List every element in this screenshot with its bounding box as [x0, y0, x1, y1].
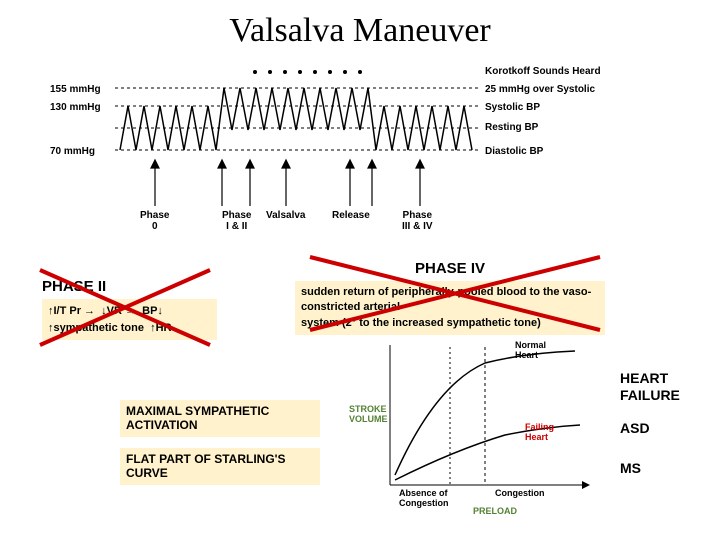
phase2-line2: ↑sympathetic tone ↑HR [48, 322, 171, 334]
phase-label-34: PhaseIII & IV [402, 210, 433, 232]
bp-waveform-chart: 155 mmHg 130 mmHg 70 mmHg Korotkoff Soun… [50, 58, 610, 258]
phase4-title: PHASE IV [415, 260, 615, 277]
right-label-25over: 25 mmHg over Systolic [485, 84, 595, 95]
diag-hf: HEART FAILURE [620, 370, 700, 404]
starling-failing-label: FailingHeart [525, 423, 554, 443]
starling-xright: Congestion [495, 489, 545, 499]
right-label-systolic: Systolic BP [485, 102, 540, 113]
phase-label-12: PhaseI & II [222, 210, 251, 232]
phase-label-valsalva: Valsalva [266, 210, 305, 221]
phase2-title: PHASE II [42, 278, 242, 295]
right-label-resting: Resting BP [485, 122, 538, 133]
diag-asd: ASD [620, 420, 650, 437]
phase4-block: PHASE IV sudden return of peripherally-p… [295, 260, 615, 335]
phase4-box: sudden return of peripherally-pooled blo… [295, 281, 605, 335]
y-label-155: 155 mmHg [50, 84, 101, 95]
y-label-70: 70 mmHg [50, 146, 95, 157]
right-label-diastolic: Diastolic BP [485, 146, 543, 157]
starling-normal-label: NormalHeart [515, 341, 546, 361]
max-sympathetic-box: MAXIMAL SYMPATHETIC ACTIVATION [120, 400, 320, 437]
starling-ylabel: STROKEVOLUME [349, 405, 388, 425]
flat-starling-box: FLAT PART OF STARLING'S CURVE [120, 448, 320, 485]
starling-xlabel: PRELOAD [473, 507, 517, 517]
right-label-korotkoff: Korotkoff Sounds Heard [485, 66, 601, 77]
page-title: Valsalva Maneuver [0, 12, 720, 50]
phase2-box: ↑I/T Pr → ↓VR → BP↓ ↑sympathetic tone ↑H… [42, 299, 217, 340]
diag-ms: MS [620, 460, 641, 477]
phase-label-0: Phase0 [140, 210, 169, 232]
y-label-130: 130 mmHg [50, 102, 101, 113]
starling-xleft: Absence ofCongestion [399, 489, 449, 509]
phase-label-release: Release [332, 210, 370, 221]
phase2-line1: ↑I/T Pr → ↓VR → BP↓ [48, 305, 163, 317]
starling-curve: STROKEVOLUME PRELOAD NormalHeart Failing… [355, 335, 605, 520]
phase2-block: PHASE II ↑I/T Pr → ↓VR → BP↓ ↑sympatheti… [42, 278, 242, 340]
